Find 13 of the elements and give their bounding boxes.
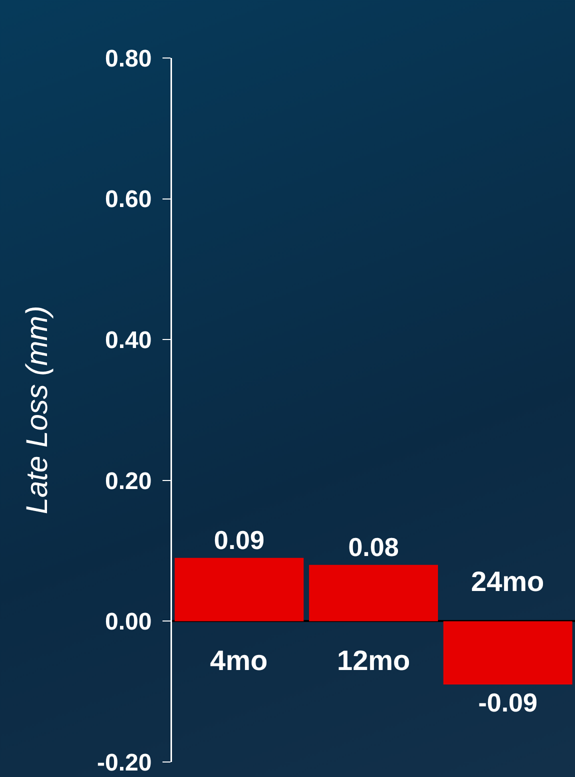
- x-tick-label: 12mo: [337, 645, 410, 676]
- data-label: -0.09: [478, 688, 538, 718]
- data-label: 0.09: [214, 524, 264, 555]
- y-tick-label: 0.40: [104, 327, 152, 354]
- x-tick-label: 4mo: [210, 645, 268, 676]
- y-tick-label: 0.20: [104, 468, 152, 495]
- y-tick-label: 0.80: [104, 45, 152, 72]
- y-tick-label: 0.60: [104, 186, 152, 214]
- y-tick-label: 0.00: [104, 608, 152, 636]
- y-tick-label: -0.20: [96, 749, 152, 776]
- x-tick-label: 24mo: [471, 566, 544, 597]
- y-axis-title: Late Loss (mm): [21, 306, 54, 514]
- data-label: 0.08: [348, 532, 399, 562]
